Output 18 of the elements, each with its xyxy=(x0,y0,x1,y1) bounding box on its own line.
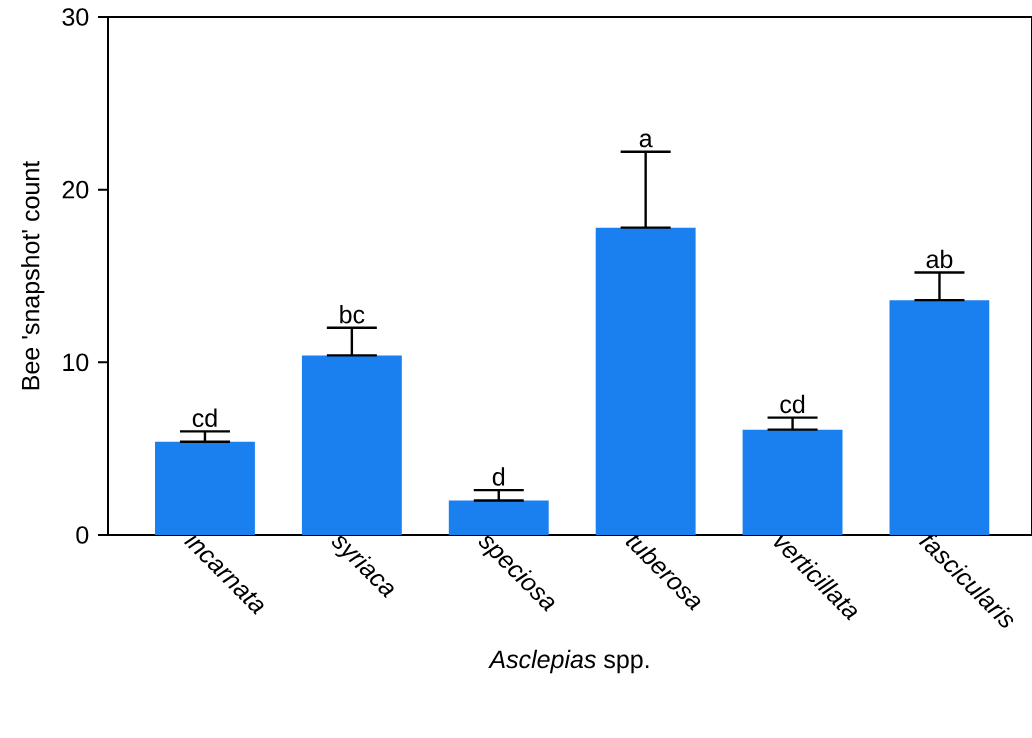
bar xyxy=(742,429,843,535)
annotation: bc xyxy=(340,305,365,324)
y-tick-label: 30 xyxy=(62,8,89,26)
y-tick-label: 20 xyxy=(62,180,89,199)
y-axis-title: Bee 'snapshot' count xyxy=(21,160,45,390)
x-axis-title: Asclepias spp. xyxy=(488,649,649,674)
bar xyxy=(889,300,990,535)
annotation: d xyxy=(492,467,505,486)
annotation: ab xyxy=(926,249,953,269)
annotation: cd xyxy=(192,408,217,427)
y-tick-label: 10 xyxy=(63,353,89,372)
y-tick-label: 0 xyxy=(76,526,89,544)
bar xyxy=(155,441,255,535)
bar xyxy=(448,500,549,535)
annotation: a xyxy=(639,133,653,148)
bar xyxy=(301,355,402,535)
annotation: cd xyxy=(780,394,805,414)
bar xyxy=(595,227,696,535)
